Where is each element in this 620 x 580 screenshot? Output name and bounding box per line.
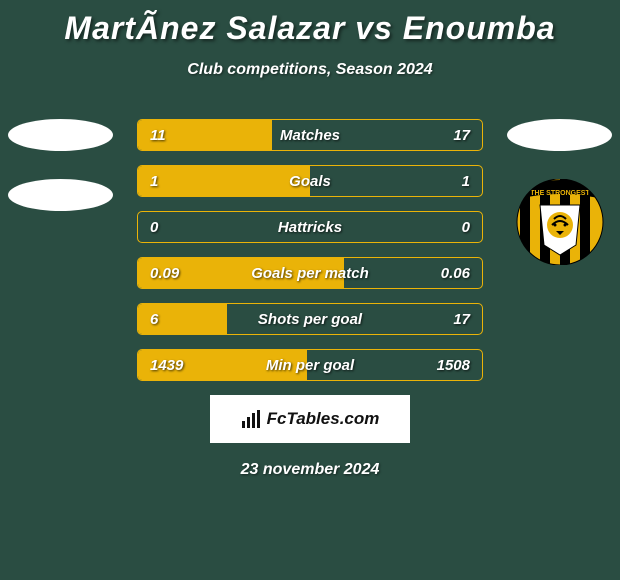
page-subtitle: Club competitions, Season 2024 bbox=[0, 61, 620, 79]
stat-right-value: 1 bbox=[462, 173, 470, 190]
stat-label: Goals bbox=[138, 173, 482, 190]
page-title: MartÃ­nez Salazar vs Enoumba bbox=[0, 0, 620, 47]
stat-label: Shots per goal bbox=[138, 311, 482, 328]
footer-date: 23 november 2024 bbox=[0, 461, 620, 479]
branding-chart-icon bbox=[241, 409, 261, 429]
branding-text: FcTables.com bbox=[267, 409, 380, 429]
stat-row: 11Matches17 bbox=[137, 119, 483, 151]
stat-rows-container: 11Matches17 1Goals1 0Hattricks0 0.09Goals p… bbox=[137, 119, 483, 381]
stat-row: 1439Min per goal1508 bbox=[137, 349, 483, 381]
left-player-badges bbox=[8, 119, 113, 211]
stat-label: Matches bbox=[138, 127, 482, 144]
stat-right-value: 0.06 bbox=[441, 265, 470, 282]
stat-row: 6Shots per goal17 bbox=[137, 303, 483, 335]
comparison-area: THE STRONGEST 11Matches17 1Goals1 0Hattric… bbox=[0, 119, 620, 381]
stat-label: Hattricks bbox=[138, 219, 482, 236]
right-player-badges: THE STRONGEST bbox=[507, 119, 612, 265]
svg-text:THE STRONGEST: THE STRONGEST bbox=[530, 190, 590, 197]
right-club-badge-placeholder-1 bbox=[507, 119, 612, 151]
stat-right-value: 1508 bbox=[437, 357, 470, 374]
branding-box: FcTables.com bbox=[210, 395, 410, 443]
stat-right-value: 17 bbox=[453, 127, 470, 144]
stat-label: Min per goal bbox=[138, 357, 482, 374]
left-club-badge-placeholder-2 bbox=[8, 179, 113, 211]
stat-right-value: 17 bbox=[453, 311, 470, 328]
stat-row: 1Goals1 bbox=[137, 165, 483, 197]
stat-row: 0Hattricks0 bbox=[137, 211, 483, 243]
right-club-badge-strongest: THE STRONGEST bbox=[510, 179, 610, 265]
stat-label: Goals per match bbox=[138, 265, 482, 282]
stat-row: 0.09Goals per match0.06 bbox=[137, 257, 483, 289]
left-club-badge-placeholder-1 bbox=[8, 119, 113, 151]
stat-right-value: 0 bbox=[462, 219, 470, 236]
